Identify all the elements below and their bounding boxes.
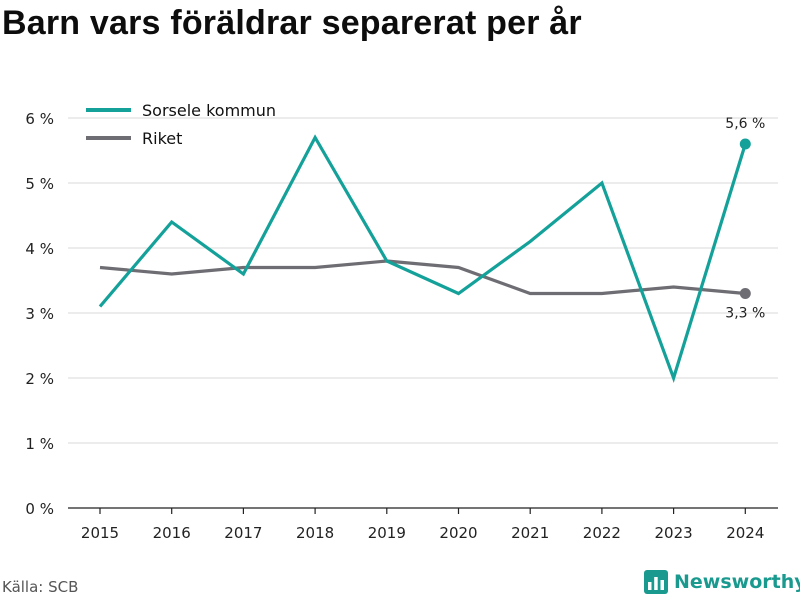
- series-line: [99, 259, 746, 296]
- brand-name: Newsworthy: [674, 571, 800, 593]
- legend-label: Riket: [142, 129, 182, 148]
- end-value-label: 3,3 %: [725, 306, 765, 322]
- series-line: [98, 134, 747, 384]
- series-lines: 5,6 % 3,3 %: [98, 116, 765, 384]
- x-tick-label: 2021: [511, 524, 549, 542]
- x-tick-label: 2016: [153, 524, 191, 542]
- x-tick-label: 2024: [726, 524, 764, 542]
- x-tick-label: 2023: [655, 524, 693, 542]
- x-tick-label: 2020: [439, 524, 477, 542]
- y-tick-label: 0 %: [25, 500, 54, 518]
- y-tick-label: 6 %: [25, 110, 54, 128]
- y-tick-label: 3 %: [25, 305, 54, 323]
- x-tick-label: 2018: [296, 524, 334, 542]
- y-tick-label: 1 %: [25, 435, 54, 453]
- legend-label: Sorsele kommun: [142, 101, 276, 120]
- y-tick-label: 5 %: [25, 175, 54, 193]
- x-axis: 2015 2016 2017 2018 2019 2020 2021 2022 2023 2024: [68, 507, 778, 542]
- x-tick-label: 2022: [583, 524, 621, 542]
- gridlines: [68, 117, 778, 444]
- legend: Sorsele kommun Riket: [86, 101, 276, 148]
- brand-logo: Newsworthy: [644, 570, 800, 594]
- x-tick-label: 2015: [81, 524, 119, 542]
- y-tick-label: 4 %: [25, 240, 54, 258]
- end-value-label: 5,6 %: [725, 116, 765, 132]
- x-tick-label: 2017: [224, 524, 262, 542]
- source-note: Källa: SCB: [2, 578, 79, 596]
- series-end-point: [739, 288, 751, 299]
- bar-chart-logo-icon: [644, 570, 668, 594]
- y-tick-label: 2 %: [25, 370, 54, 388]
- y-axis-tick-labels: 0 % 1 % 2 % 3 % 4 % 5 % 6 %: [25, 110, 54, 518]
- chart-title: Barn vars föräldrar separerat per år: [2, 4, 582, 42]
- series-end-point: [739, 138, 751, 150]
- x-tick-label: 2019: [368, 524, 406, 542]
